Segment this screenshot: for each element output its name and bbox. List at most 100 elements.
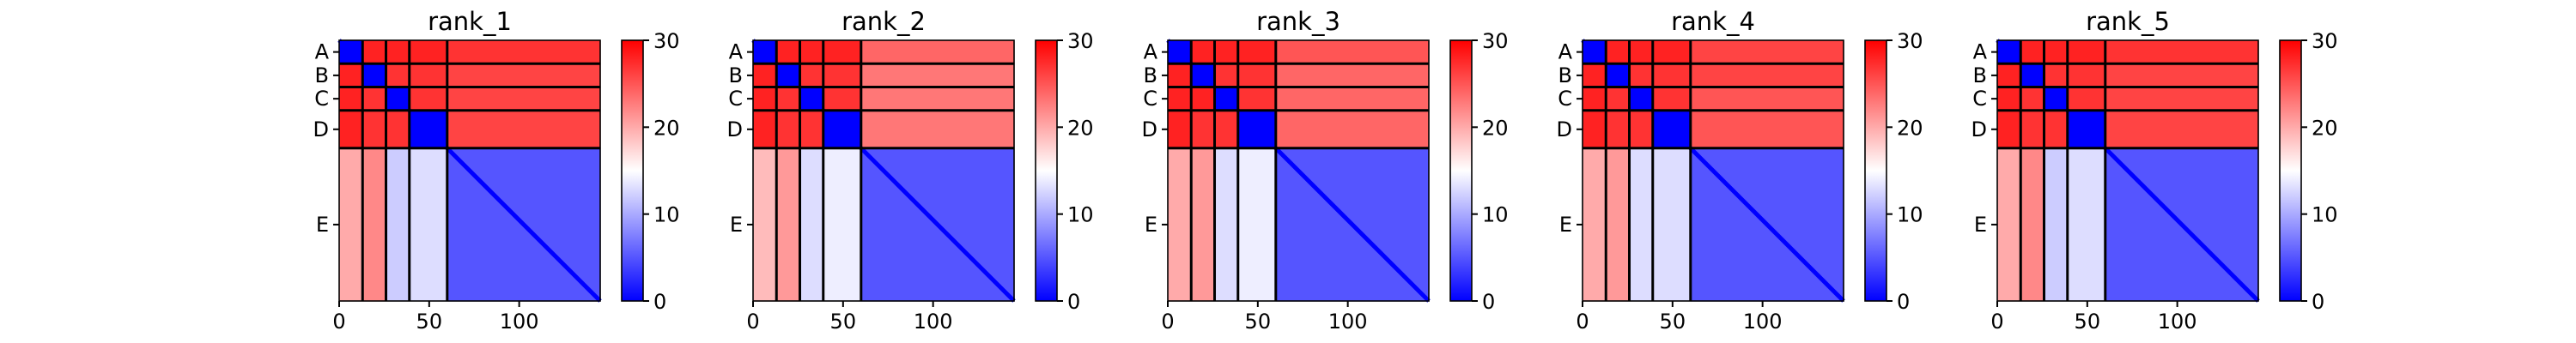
- colorbar-tick-label-20: 20: [653, 116, 680, 140]
- heatmap-cell-A-B: [776, 40, 801, 64]
- axes-frame: [338, 39, 601, 302]
- heatmap-cell-A-C: [1214, 40, 1239, 64]
- x-tick-label-100: 100: [500, 310, 539, 334]
- heatmap-cell-A-B: [362, 40, 387, 64]
- y-tick-label-B: B: [1144, 63, 1157, 87]
- colorbar-tick-label-30: 30: [2312, 29, 2338, 53]
- heatmap-cell-B-C: [386, 63, 410, 88]
- heatmap-cell-D-E: [2105, 110, 2259, 149]
- y-tick-label-C: C: [1143, 87, 1157, 111]
- y-tick-label-A: A: [1144, 40, 1158, 64]
- heatmap-cell-B-D: [2067, 63, 2106, 88]
- panel-title: rank_2: [841, 7, 926, 36]
- heatmap-cell-C-B: [776, 87, 801, 111]
- y-tick-label-A: A: [315, 40, 330, 64]
- colorbar: 0 10 20 30: [621, 29, 680, 314]
- colorbar-tick-label-20: 20: [1482, 116, 1509, 140]
- heatmap-cell-C-D: [823, 87, 862, 111]
- heatmap-cell-D-B: [776, 110, 801, 149]
- heatmap-cell-B-E: [1690, 63, 1844, 88]
- heatmap-cell-D-B: [1191, 110, 1216, 149]
- heatmap-cell-A-B: [1606, 40, 1631, 64]
- heatmap-cell-E-C: [386, 147, 410, 302]
- heatmap-cell-E-C: [1629, 147, 1654, 302]
- x-tick-label-0: 0: [1576, 310, 1589, 334]
- diagonal-line: [1581, 39, 1845, 303]
- colorbar-tick-label-10: 10: [2312, 203, 2338, 227]
- heatmap-cell-B-E: [2105, 63, 2259, 88]
- colorbar-tick-label-0: 0: [1067, 290, 1080, 314]
- y-tick-label-C: C: [1558, 87, 1572, 111]
- heatmap-cell-B-A: [339, 63, 363, 88]
- axes-frame: [1996, 39, 2259, 302]
- heatmap-cell-A-C: [799, 40, 824, 64]
- colorbar-tick-label-20: 20: [1067, 116, 1094, 140]
- heatmap-cell-C-A: [1997, 87, 2021, 111]
- heatmap-cell-D-E: [1690, 110, 1844, 149]
- colorbar-frame: [1035, 39, 1058, 302]
- colorbar: 0 10 20 30: [1449, 29, 1509, 314]
- heatmap-cell-B-E: [1275, 63, 1430, 88]
- heatmap-cell-C-D: [1652, 87, 1692, 111]
- heatmap-cell-A-D: [823, 40, 862, 64]
- heatmap-cell-B-D: [1237, 63, 1277, 88]
- y-tick-label-E: E: [1559, 213, 1572, 237]
- y-tick-label-D: D: [1557, 117, 1572, 141]
- heatmap-cell-B-A: [1168, 63, 1192, 88]
- heatmap-cell-A-E: [2105, 40, 2259, 64]
- diagonal-line: [337, 39, 602, 303]
- diagonal-line: [1166, 39, 1431, 303]
- heatmap-cell-D-B: [362, 110, 387, 149]
- heatmap-cell-C-D: [1237, 87, 1277, 111]
- heatmap-cell-C-D: [409, 87, 448, 111]
- y-tick-label-D: D: [313, 117, 329, 141]
- heatmap-cell-E-C: [1214, 147, 1239, 302]
- y-tick-label-C: C: [314, 87, 329, 111]
- y-tick-label-B: B: [1973, 63, 1987, 87]
- x-tick-label-100: 100: [914, 310, 953, 334]
- heatmap-cell-D-A: [1168, 110, 1192, 149]
- heatmap-cell-E-A: [1583, 147, 1607, 302]
- y-tick-label-A: A: [729, 40, 744, 64]
- heatmap-cell-A-D: [2067, 40, 2106, 64]
- heatmap-cell-A-E: [1690, 40, 1844, 64]
- heatmap-cell-B-E: [447, 63, 601, 88]
- heatmap-cell-D-E: [1275, 110, 1430, 149]
- heatmap-cell-A-D: [1237, 40, 1277, 64]
- colorbar-tick-label-30: 30: [1067, 29, 1094, 53]
- heatmap-cell-E-A: [753, 147, 777, 302]
- heatmap-cell-B-A: [753, 63, 777, 88]
- heatmap-cell-E-B: [362, 147, 387, 302]
- y-tick-label-C: C: [1972, 87, 1987, 111]
- y-tick-label-E: E: [316, 213, 329, 237]
- heatmap-cell-A-D: [409, 40, 448, 64]
- heatmap-cell-C-E: [860, 87, 1015, 111]
- heatmap-cell-C-E: [1690, 87, 1844, 111]
- y-tick-label-B: B: [729, 63, 743, 87]
- heatmap-cell-A-E: [1275, 40, 1430, 64]
- colorbar-tick-label-0: 0: [653, 290, 666, 314]
- colorbar-gradient: [1450, 40, 1472, 301]
- heatmap-cell-B-A: [1997, 63, 2021, 88]
- colorbar-tick-label-0: 0: [1897, 290, 1910, 314]
- heatmap-cell-A-D: [1652, 40, 1692, 64]
- x-tick-label-50: 50: [1660, 310, 1686, 334]
- heatmap-cell-D-C: [1214, 110, 1239, 149]
- colorbar-tick-label-10: 10: [1897, 203, 1923, 227]
- heatmap-cell-E-B: [776, 147, 801, 302]
- heatmap-cell-C-A: [1583, 87, 1607, 111]
- colorbar-tick-label-10: 10: [1482, 203, 1509, 227]
- axes-frame: [752, 39, 1015, 302]
- heatmap-cell-B-C: [2044, 63, 2069, 88]
- x-tick-label-100: 100: [1328, 310, 1368, 334]
- x-tick-label-50: 50: [1245, 310, 1272, 334]
- heatmap-cell-E-D: [409, 147, 448, 302]
- heatmap-cell-C-E: [447, 87, 601, 111]
- y-tick-label-E: E: [1974, 213, 1987, 237]
- heatmap-cell-A-E: [447, 40, 601, 64]
- heatmap-cell-E-A: [1997, 147, 2021, 302]
- heatmap-cell-D-B: [2020, 110, 2045, 149]
- panel-title: rank_5: [2086, 7, 2170, 36]
- heatmap-cell-A-C: [1629, 40, 1654, 64]
